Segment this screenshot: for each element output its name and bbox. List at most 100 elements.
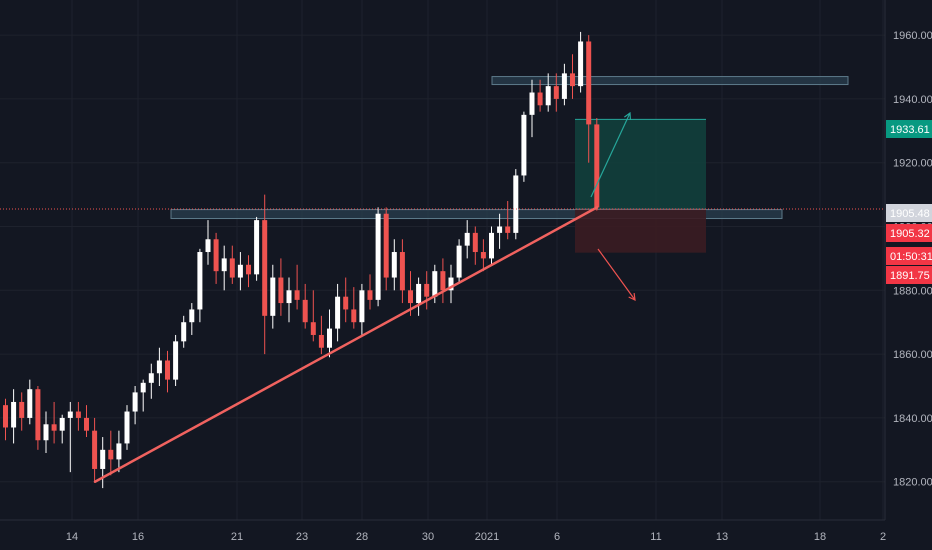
candle [75,401,81,431]
candle-body [545,86,551,106]
candle [327,309,332,358]
candle [448,264,454,304]
price-tag-bg [886,224,932,242]
arrows [590,111,636,302]
candle-body [75,411,81,418]
candle [205,220,211,265]
candle [173,334,179,387]
candle-body [594,124,600,208]
candle [351,287,357,329]
x-tick-label: 13 [716,531,728,543]
x-tick-label: 16 [132,531,144,543]
candle-body [286,290,292,304]
candle-body [351,309,357,323]
price-tags: 1933.61 1905.48 1905.32 01:50:31 1891.75 [886,120,932,284]
candle-body [278,277,284,304]
price-tag-label: 1891.75 [890,270,930,282]
candle [213,232,219,284]
candle [497,213,503,249]
candle-body [173,341,179,380]
candle [383,207,389,291]
price-tag-label: 1933.61 [890,124,930,136]
candle [521,111,527,182]
candle-body [553,86,559,99]
candle [148,363,154,399]
candle [294,264,300,310]
price-tag-bg [886,247,932,265]
arrow-down [597,248,636,301]
resistance-zone [491,76,849,86]
candle [84,405,89,438]
y-tick-label: 1940.00 [893,94,932,106]
candle [35,386,41,450]
candle [278,258,284,316]
candle [472,226,478,265]
price-axis[interactable]: 1820.001840.001860.001880.001900.001920.… [884,0,932,550]
candle-body [3,405,8,428]
candle-body [489,232,494,259]
price-tag: 1905.48 [886,204,932,222]
candle-body [254,220,260,275]
candle [189,303,195,335]
candle [59,414,65,444]
candle-body [440,271,446,291]
candle-body [246,264,251,275]
candle-body [464,232,470,246]
candle [424,271,430,310]
candle-body [310,322,316,335]
trendline [93,206,599,483]
candle-body [359,290,365,323]
price-tag: 01:50:31 [886,247,932,265]
candle [570,54,575,99]
candle [221,245,227,291]
candle-body [294,290,300,300]
price-tag-label: 1905.32 [890,228,930,240]
candle [489,226,494,265]
candle [302,283,308,329]
candle [124,405,130,450]
candle-body [505,226,511,233]
y-tick-label: 1820.00 [893,477,932,489]
trendline-group[interactable] [93,206,599,483]
candle [3,398,8,441]
candle [367,274,373,310]
candle-body [343,296,349,310]
y-tick-label: 1880.00 [893,285,932,297]
candle [132,386,138,425]
candle-body [497,226,503,233]
candle [505,200,511,240]
x-tick-label: 11 [650,531,661,543]
candle-body [521,114,527,176]
time-axis[interactable]: 14 16 21 23 28 30 2021 6 11 13 18 2 [0,519,932,550]
candle [246,255,251,288]
candle-body [148,373,154,383]
candle [67,401,73,473]
candle [318,315,324,355]
candle [480,239,486,272]
candle [197,248,203,323]
candle-body [408,290,413,304]
candle-body [156,360,162,374]
x-tick-label: 2 [880,531,886,543]
candle-body [181,322,187,342]
candle-body [424,283,430,297]
candle-body [51,424,57,431]
price-tag-bg [886,120,932,138]
candle-body [237,264,243,278]
candle-body [116,443,122,460]
candle-body [221,258,227,272]
drawing-zones [170,76,849,220]
candle-body [513,175,519,233]
candle [262,194,268,355]
candle-body [124,411,130,444]
candle-body [399,252,405,291]
candle [561,63,567,106]
price-tag-bg [886,266,932,284]
candle-body [391,252,397,278]
candle [440,258,446,304]
candle [391,239,397,291]
price-tag-label: 01:50:31 [890,251,932,263]
candle [229,245,235,284]
x-tick-label: 2021 [475,531,499,543]
